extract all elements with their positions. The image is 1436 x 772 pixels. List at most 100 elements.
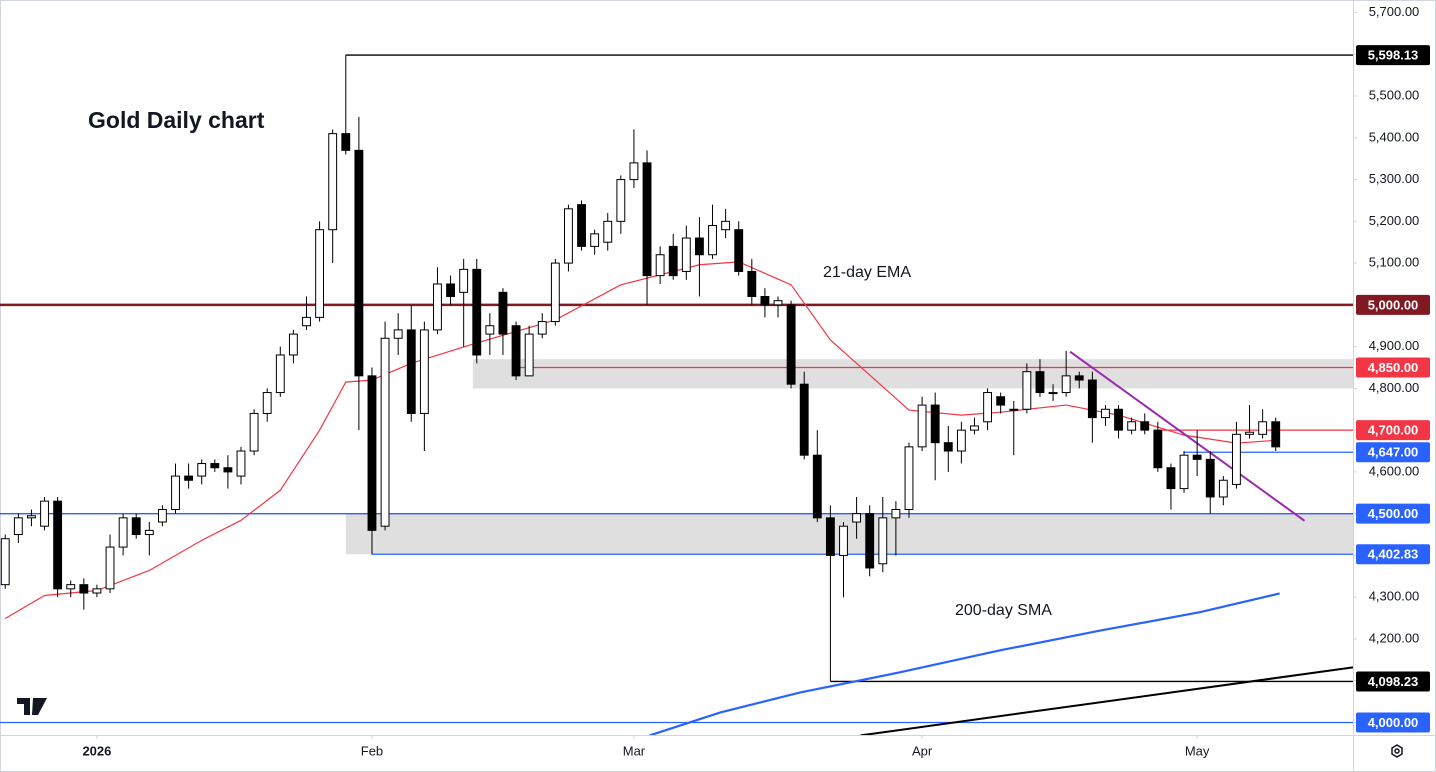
candle-body [341, 133, 351, 151]
candle-body [930, 404, 940, 444]
candle-body [118, 517, 128, 548]
candle-body [996, 396, 1006, 406]
candle-body [878, 517, 888, 565]
candle-body [825, 517, 835, 556]
y-tick-label: 4,200.00 [1369, 630, 1420, 645]
settings-shape[interactable] [1391, 744, 1403, 758]
candle-body [1048, 392, 1058, 395]
line-series [4, 261, 1279, 620]
candle-body [1087, 379, 1097, 419]
line-series [649, 592, 1280, 735]
settings-icon[interactable] [1391, 744, 1403, 758]
candle-body [721, 220, 731, 231]
candle-body [668, 245, 678, 277]
trendline [1069, 350, 1306, 522]
candle-body [1035, 371, 1045, 394]
candle-body [564, 208, 573, 264]
level-label: 4,098.23 [1368, 674, 1419, 689]
candle-body [537, 321, 547, 335]
x-tick-label: Feb [361, 743, 383, 758]
candle-body [511, 325, 521, 377]
candle-body [708, 225, 717, 256]
level-label-box [1356, 503, 1430, 524]
settings-dot[interactable] [1394, 748, 1400, 754]
candle-body [839, 525, 848, 556]
candle-body [1074, 375, 1084, 381]
candle-body [197, 463, 207, 477]
candle-body [760, 296, 770, 306]
candle-body [53, 500, 63, 590]
y-tick-label: 4,800.00 [1369, 380, 1420, 395]
candle-body [1205, 458, 1215, 498]
candle-body [1101, 408, 1110, 419]
candle-body [171, 475, 180, 510]
candle-body [852, 513, 862, 523]
candle-body [655, 254, 665, 277]
candle-body [524, 333, 534, 377]
level-label: 4,000.00 [1368, 715, 1419, 730]
candle-body [1140, 421, 1150, 431]
candle-body [629, 162, 639, 181]
candle-body [1218, 479, 1228, 498]
candle-body [1127, 421, 1137, 431]
level-label: 4,700.00 [1368, 423, 1419, 438]
candle-body [157, 508, 167, 523]
zone [345, 513, 1353, 555]
candle-body [433, 283, 442, 331]
candle-body [184, 475, 194, 481]
y-tick-label: 5,100.00 [1369, 255, 1420, 270]
trendline [860, 666, 1353, 735]
zone [472, 359, 1353, 389]
x-tick-label: 2026 [82, 743, 111, 758]
candle-body [210, 463, 220, 469]
y-tick-label: 4,300.00 [1369, 589, 1420, 604]
candle-body [970, 425, 979, 431]
candle-body [79, 584, 89, 594]
candle-body [1179, 454, 1189, 490]
candle-body [144, 529, 154, 536]
level-label: 4,500.00 [1368, 506, 1419, 521]
candle-body [577, 204, 586, 247]
level-label: 5,598.13 [1368, 48, 1419, 63]
candle-body [983, 392, 993, 423]
candle-body [1271, 421, 1281, 448]
candle-body [812, 454, 822, 519]
candle-body [446, 283, 455, 298]
candle-body [419, 329, 429, 414]
candle-body [1153, 429, 1163, 469]
level-label-box [1356, 671, 1430, 692]
candle-body [1258, 421, 1268, 435]
candle-body [956, 429, 966, 452]
logo-shape [17, 698, 47, 715]
level-label-box [1356, 544, 1430, 565]
candle-body [485, 325, 495, 335]
candle-body [773, 300, 783, 306]
y-tick-label: 4,600.00 [1369, 463, 1420, 478]
chart-title: Gold Daily chart [88, 107, 265, 133]
level-label: 4,402.83 [1368, 547, 1419, 562]
candle-body [288, 333, 298, 356]
candle-body [328, 133, 338, 231]
candle-body [66, 584, 76, 590]
level-label-box [1356, 712, 1430, 733]
plot-area [0, 54, 1353, 735]
candle-body [105, 546, 115, 590]
candle-body [550, 262, 560, 323]
candle-body [223, 467, 233, 473]
y-tick-label: 5,500.00 [1369, 87, 1420, 102]
level-label: 4,850.00 [1368, 360, 1419, 375]
x-tick-label: Apr [912, 743, 933, 758]
tv-logo [17, 698, 47, 715]
series-label: 21-day EMA [823, 264, 911, 281]
y-tick-label: 5,400.00 [1369, 129, 1420, 144]
candle-body [472, 268, 482, 356]
series-label: 200-day SMA [955, 602, 1052, 619]
candle-body [92, 588, 102, 594]
candle-body [302, 316, 311, 327]
candle-body [694, 237, 704, 256]
candle-body [1166, 467, 1176, 490]
candle-body [943, 442, 953, 452]
candle-body [891, 508, 901, 519]
candle-body [406, 329, 416, 414]
